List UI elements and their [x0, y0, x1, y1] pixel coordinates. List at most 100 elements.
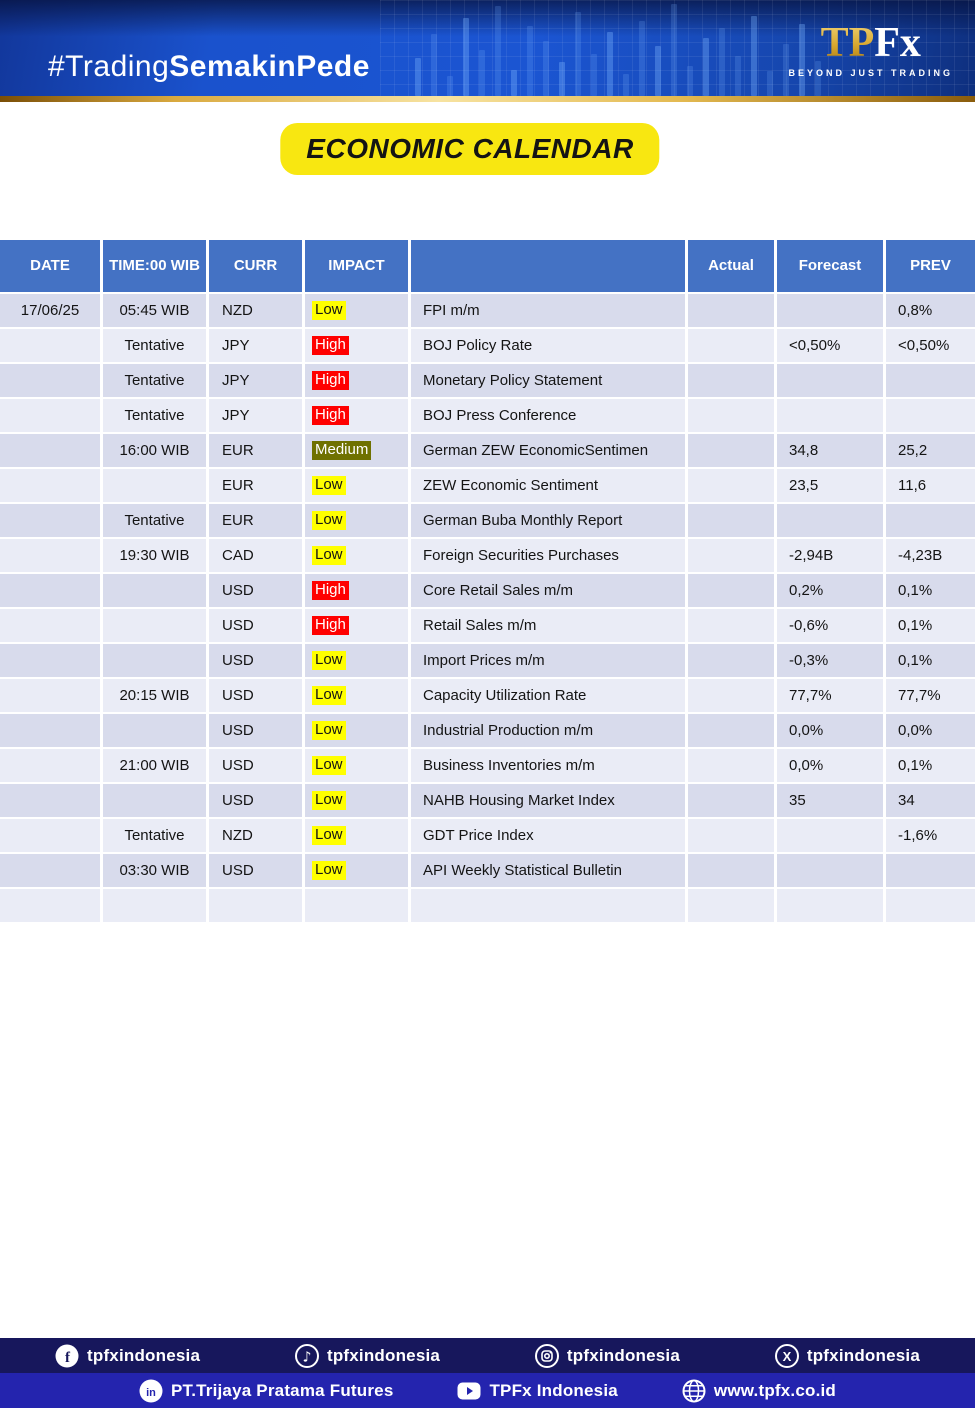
- cell-event: BOJ Policy Rate: [411, 329, 685, 362]
- cell-time: 19:30 WIB: [103, 539, 206, 572]
- cell-time: 21:00 WIB: [103, 749, 206, 782]
- cell-actual: [688, 749, 774, 782]
- cell-prev: [886, 889, 975, 922]
- cell-prev: 77,7%: [886, 679, 975, 712]
- company-name: PT.Trijaya Pratama Futures: [170, 1380, 394, 1400]
- cell-impact: High: [305, 364, 408, 397]
- cell-forecast: -2,94B: [777, 539, 883, 572]
- cell-date: [0, 574, 100, 607]
- cell-actual: [688, 714, 774, 747]
- cell-impact: Low: [305, 679, 408, 712]
- cell-date: [0, 749, 100, 782]
- cell-prev: 0,1%: [886, 609, 975, 642]
- cell-forecast: 0,0%: [777, 749, 883, 782]
- social-handle: tpfxindonesia: [806, 1345, 920, 1365]
- cell-forecast: 0,0%: [777, 714, 883, 747]
- cell-actual: [688, 504, 774, 537]
- gold-divider: [0, 96, 975, 102]
- cell-forecast: [777, 889, 883, 922]
- cell-date: [0, 399, 100, 432]
- cell-curr: USD: [209, 679, 302, 712]
- cell-impact: Low: [305, 819, 408, 852]
- cell-curr: USD: [209, 854, 302, 887]
- cell-curr: USD: [209, 749, 302, 782]
- linkedin-link[interactable]: in PT.Trijaya Pratama Futures: [139, 1379, 394, 1403]
- svg-text:f: f: [65, 1350, 71, 1366]
- impact-badge: High: [312, 580, 349, 601]
- social-tiktok-link[interactable]: ♪ tpfxindonesia: [294, 1343, 441, 1368]
- cell-prev: [886, 399, 975, 432]
- column-header: Forecast: [777, 240, 883, 292]
- impact-badge: Low: [312, 825, 346, 846]
- cell-actual: [688, 574, 774, 607]
- cell-actual: [688, 609, 774, 642]
- cell-time: 03:30 WIB: [103, 854, 206, 887]
- cell-impact: Medium: [305, 434, 408, 467]
- column-header: IMPACT: [305, 240, 408, 292]
- cell-time: Tentative: [103, 329, 206, 362]
- impact-badge: Low: [312, 300, 346, 321]
- cell-curr: EUR: [209, 434, 302, 467]
- impact-badge: High: [312, 370, 349, 391]
- impact-badge: Low: [312, 475, 346, 496]
- cell-date: [0, 504, 100, 537]
- cell-actual: [688, 539, 774, 572]
- hashtag-regular: #Trading: [48, 50, 170, 83]
- cell-curr: USD: [209, 574, 302, 607]
- hashtag-bold: SemakinPede: [169, 50, 370, 83]
- footer-company-row: in PT.Trijaya Pratama Futures TPFx Indon…: [0, 1373, 975, 1408]
- instagram-icon: [534, 1343, 559, 1368]
- cell-date: 17/06/25: [0, 294, 100, 327]
- cell-forecast: [777, 819, 883, 852]
- footer-social-row: f tpfxindonesia ♪ tpfxindonesia tpfxindo…: [0, 1338, 975, 1373]
- cell-time: [103, 574, 206, 607]
- website-link[interactable]: www.tpfx.co.id: [682, 1379, 836, 1403]
- cell-time: [103, 469, 206, 502]
- cell-event: Foreign Securities Purchases: [411, 539, 685, 572]
- website-url: www.tpfx.co.id: [713, 1380, 837, 1400]
- tiktok-icon: ♪: [294, 1343, 319, 1368]
- impact-badge: High: [312, 405, 349, 426]
- social-instagram-link[interactable]: tpfxindonesia: [534, 1343, 680, 1368]
- cell-date: [0, 854, 100, 887]
- cell-actual: [688, 469, 774, 502]
- cell-time: [103, 889, 206, 922]
- cell-impact: High: [305, 609, 408, 642]
- social-handle: tpfxindonesia: [87, 1345, 201, 1365]
- cell-impact: High: [305, 399, 408, 432]
- cell-event: German Buba Monthly Report: [411, 504, 685, 537]
- cell-forecast: -0,3%: [777, 644, 883, 677]
- impact-badge: Low: [312, 650, 346, 671]
- column-header: DATE: [0, 240, 100, 292]
- cell-prev: 25,2: [886, 434, 975, 467]
- cell-prev: 0,1%: [886, 749, 975, 782]
- cell-event: GDT Price Index: [411, 819, 685, 852]
- cell-actual: [688, 854, 774, 887]
- cell-impact: Low: [305, 469, 408, 502]
- cell-time: [103, 714, 206, 747]
- cell-prev: 0,8%: [886, 294, 975, 327]
- social-x-link[interactable]: X tpfxindonesia: [774, 1343, 920, 1368]
- logo-tp: TP: [820, 20, 875, 66]
- cell-impact: Low: [305, 504, 408, 537]
- cell-impact: Low: [305, 294, 408, 327]
- cell-actual: [688, 819, 774, 852]
- bar-chart-decoration: [415, 0, 835, 96]
- economic-calendar-table: DATE TIME:00 WIB CURR IMPACT Actual Forecast P…: [0, 240, 975, 922]
- cell-forecast: 23,5: [777, 469, 883, 502]
- social-handle: tpfxindonesia: [326, 1345, 441, 1365]
- tpfx-logo: TPFx BEYOND JUST TRADING: [788, 22, 953, 78]
- impact-badge: Low: [312, 720, 346, 741]
- logo-tagline: BEYOND JUST TRADING: [788, 68, 953, 78]
- cell-forecast: [777, 364, 883, 397]
- cell-event: Retail Sales m/m: [411, 609, 685, 642]
- cell-prev: <0,50%: [886, 329, 975, 362]
- cell-curr: USD: [209, 644, 302, 677]
- impact-badge: Low: [312, 545, 346, 566]
- impact-badge: High: [312, 615, 349, 636]
- cell-time: Tentative: [103, 364, 206, 397]
- youtube-link[interactable]: TPFx Indonesia: [457, 1379, 618, 1403]
- cell-impact: Low: [305, 539, 408, 572]
- cell-forecast: 34,8: [777, 434, 883, 467]
- social-facebook-link[interactable]: f tpfxindonesia: [55, 1344, 200, 1368]
